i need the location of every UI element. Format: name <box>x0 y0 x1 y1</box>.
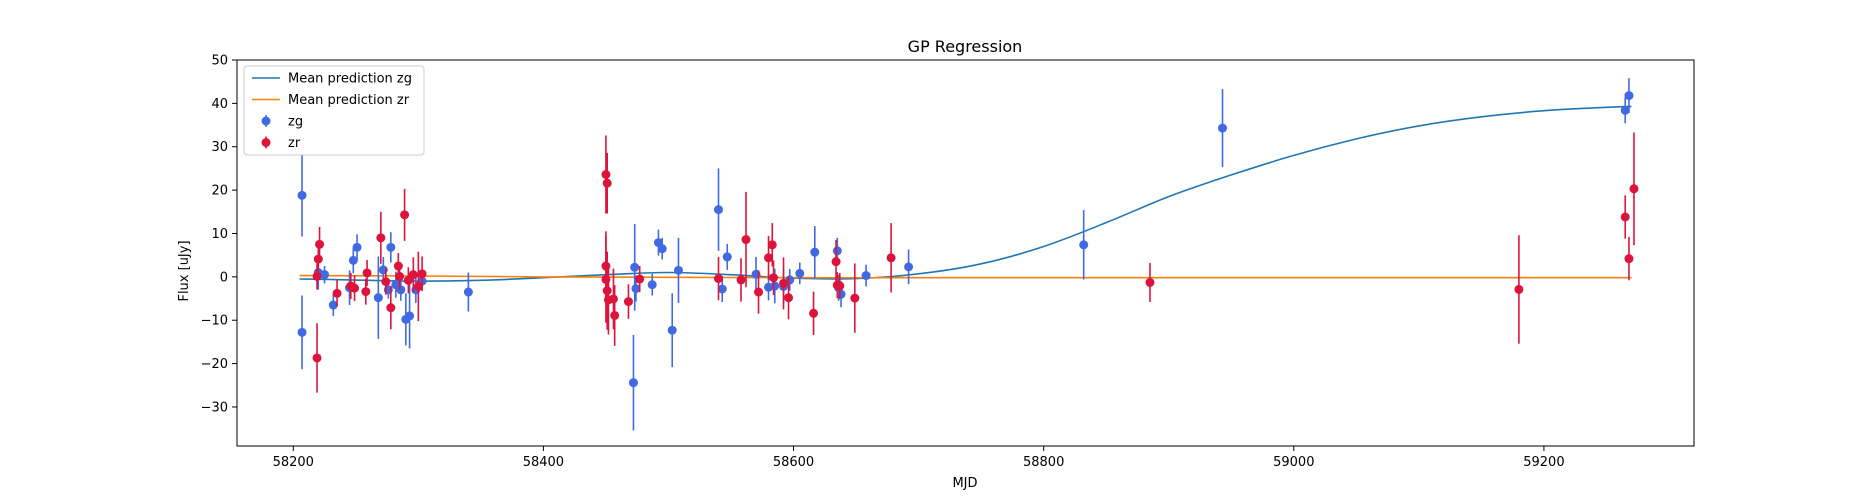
x-tick-label: 58400 <box>523 455 564 470</box>
data-marker <box>714 205 723 214</box>
legend: Mean prediction zg Mean prediction zr zg zr <box>244 66 424 155</box>
data-marker <box>361 287 370 296</box>
data-marker <box>298 191 307 200</box>
legend-marker-swatch <box>262 117 271 126</box>
data-marker <box>1621 213 1630 222</box>
data-marker <box>862 271 871 280</box>
x-tick-label: 59200 <box>1523 455 1564 470</box>
data-marker <box>363 268 372 277</box>
data-marker <box>809 309 818 318</box>
data-marker <box>770 281 779 290</box>
y-tick-label: 20 <box>211 184 228 199</box>
y-tick-label: 40 <box>211 97 228 112</box>
data-marker <box>418 269 427 278</box>
data-marker <box>320 270 329 279</box>
data-marker <box>395 272 404 281</box>
data-marker <box>850 294 859 303</box>
y-tick-label: 0 <box>220 270 228 285</box>
x-tick-label: 58800 <box>1023 455 1064 470</box>
data-marker <box>315 240 324 249</box>
data-marker <box>674 266 683 275</box>
data-marker <box>832 257 841 266</box>
y-axis-label: Flux [uJy] <box>177 240 192 301</box>
data-marker <box>630 263 639 272</box>
data-marker <box>1079 240 1088 249</box>
data-marker <box>313 353 322 362</box>
legend-label: zr <box>288 136 301 151</box>
data-marker <box>779 279 788 288</box>
data-marker <box>386 243 395 252</box>
data-marker <box>810 248 819 257</box>
y-tick-label: 30 <box>211 140 228 155</box>
data-marker <box>714 274 723 283</box>
legend-label: Mean prediction zg <box>288 72 412 87</box>
data-marker <box>1145 278 1154 287</box>
data-marker <box>314 255 323 264</box>
data-marker <box>603 179 612 188</box>
data-marker <box>904 262 913 271</box>
data-marker <box>658 244 667 253</box>
data-marker <box>648 280 657 289</box>
x-tick-label: 58600 <box>773 455 814 470</box>
data-marker <box>1629 184 1638 193</box>
x-axis-label: MJD <box>952 476 977 491</box>
legend-label: Mean prediction zr <box>288 93 410 108</box>
data-marker <box>668 326 677 335</box>
chart-title: GP Regression <box>908 37 1023 56</box>
data-marker <box>386 303 395 312</box>
data-marker <box>298 328 307 337</box>
data-marker <box>396 285 405 294</box>
data-marker <box>610 311 619 320</box>
data-marker <box>768 240 777 249</box>
data-marker <box>381 277 390 286</box>
data-marker <box>409 270 418 279</box>
data-marker <box>629 378 638 387</box>
y-tick-label: −10 <box>201 314 228 329</box>
legend-marker-swatch <box>262 138 271 147</box>
data-marker <box>737 275 746 284</box>
data-marker <box>769 273 778 282</box>
data-marker <box>833 246 842 255</box>
x-tick-label: 58200 <box>273 455 314 470</box>
data-marker <box>635 275 644 284</box>
data-marker <box>601 170 610 179</box>
data-marker <box>1624 254 1633 263</box>
data-marker <box>603 286 612 295</box>
y-tick-label: 10 <box>211 227 228 242</box>
y-tick-label: −20 <box>201 357 228 372</box>
data-marker <box>835 281 844 290</box>
data-marker <box>405 311 414 320</box>
data-marker <box>754 288 763 297</box>
data-marker <box>353 243 362 252</box>
data-marker <box>624 297 633 306</box>
data-marker <box>350 284 359 293</box>
x-tick-label: 59000 <box>1273 455 1314 470</box>
data-marker <box>374 293 383 302</box>
y-tick-label: −30 <box>201 400 228 415</box>
data-marker <box>400 210 409 219</box>
data-marker <box>887 253 896 262</box>
data-marker <box>1514 285 1523 294</box>
legend-label: zg <box>288 115 303 130</box>
data-marker <box>394 262 403 271</box>
data-marker <box>609 294 618 303</box>
data-marker <box>1624 91 1633 100</box>
data-marker <box>742 235 751 244</box>
data-marker <box>784 293 793 302</box>
data-marker <box>376 233 385 242</box>
data-marker <box>313 272 322 281</box>
data-marker <box>723 252 732 261</box>
y-tick-label: 50 <box>211 54 228 69</box>
data-marker <box>333 289 342 298</box>
data-marker <box>464 288 473 297</box>
data-marker <box>1218 124 1227 133</box>
data-marker <box>795 269 804 278</box>
